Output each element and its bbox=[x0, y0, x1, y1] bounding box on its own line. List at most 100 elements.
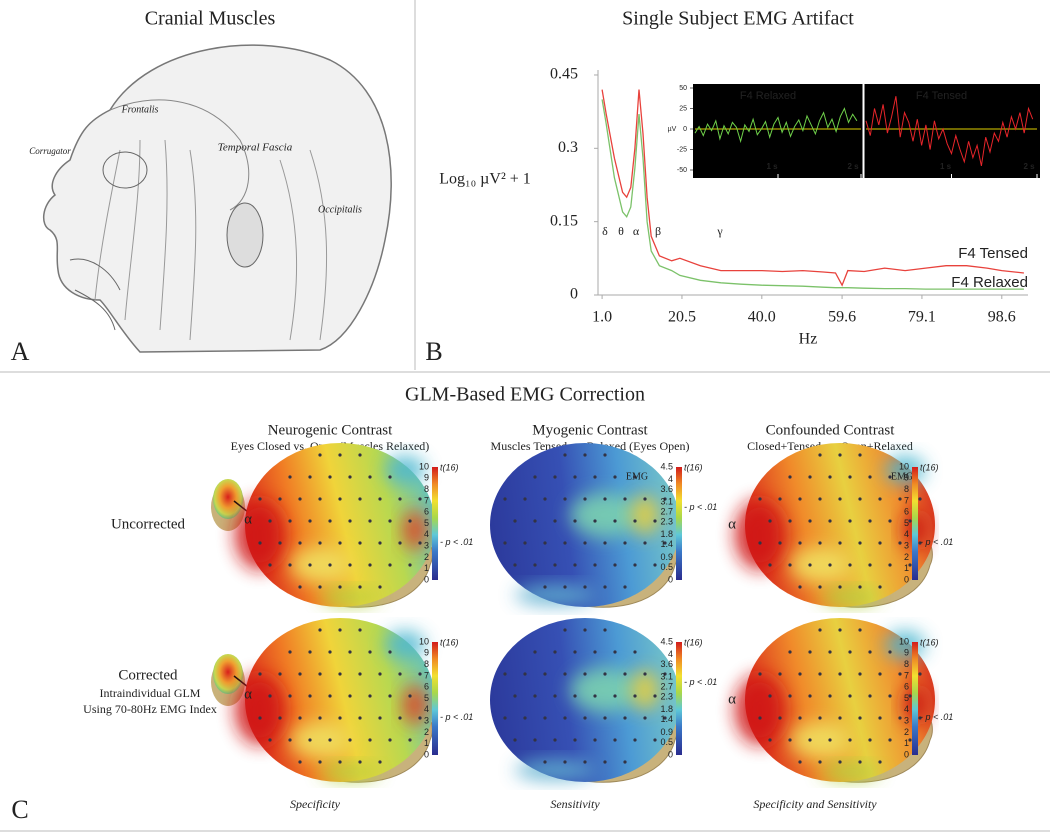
series-line bbox=[865, 96, 1034, 167]
electrode bbox=[788, 650, 792, 654]
electrode bbox=[408, 694, 412, 698]
map-blob bbox=[515, 585, 595, 605]
electrode bbox=[368, 650, 372, 654]
electrode bbox=[318, 497, 322, 501]
electrode bbox=[258, 672, 262, 676]
electrode bbox=[583, 585, 587, 589]
electrode bbox=[523, 672, 527, 676]
alpha-label: α bbox=[728, 516, 736, 532]
x-tick-label: 40.0 bbox=[748, 309, 776, 326]
electrode bbox=[318, 541, 322, 545]
electrode bbox=[848, 475, 852, 479]
electrode bbox=[553, 563, 557, 567]
electrode bbox=[513, 738, 517, 742]
electrode bbox=[848, 650, 852, 654]
colorbar-tick-label: 9 bbox=[904, 648, 909, 658]
electrode bbox=[818, 672, 822, 676]
electrode bbox=[888, 738, 892, 742]
colorbar-tick-label: 2.7 bbox=[660, 682, 673, 692]
electrode bbox=[523, 716, 527, 720]
colorbar-tick-label: 7 bbox=[904, 670, 909, 680]
electrode bbox=[663, 672, 667, 676]
electrode bbox=[328, 650, 332, 654]
electrode bbox=[788, 475, 792, 479]
electrode bbox=[583, 497, 587, 501]
electrode bbox=[563, 585, 567, 589]
electrode bbox=[798, 672, 802, 676]
colorbar-tick-label: 10 bbox=[899, 461, 909, 471]
electrode bbox=[563, 672, 567, 676]
muscle-label: Temporal Fascia bbox=[218, 142, 293, 154]
electrode bbox=[768, 519, 772, 523]
electrode bbox=[563, 716, 567, 720]
electrode bbox=[533, 475, 537, 479]
electrode bbox=[858, 497, 862, 501]
electrode bbox=[543, 760, 547, 764]
column-footer: Sensitivity bbox=[550, 797, 600, 811]
electrode bbox=[788, 738, 792, 742]
electrode bbox=[378, 716, 382, 720]
electrode bbox=[868, 519, 872, 523]
electrode bbox=[613, 563, 617, 567]
y-tick-label: 25 bbox=[679, 105, 687, 112]
electrode bbox=[348, 519, 352, 523]
column-footer: Specificity and Sensitivity bbox=[753, 797, 877, 811]
electrode bbox=[613, 738, 617, 742]
colorbar-label: t(16) bbox=[684, 462, 703, 472]
electrode bbox=[378, 672, 382, 676]
y-tick-label: 0 bbox=[683, 126, 687, 133]
colorbar-tick-label: 8 bbox=[424, 659, 429, 669]
electrode bbox=[543, 672, 547, 676]
electrode bbox=[613, 650, 617, 654]
electrode bbox=[868, 563, 872, 567]
threshold-label: - p < .01 bbox=[920, 537, 953, 547]
map-blob bbox=[385, 456, 425, 484]
electrode bbox=[818, 497, 822, 501]
band-label: γ bbox=[716, 224, 723, 238]
electrode bbox=[288, 519, 292, 523]
colorbar-tick-label: 0.9 bbox=[660, 727, 673, 737]
x-tick-label: 1 s bbox=[940, 162, 952, 171]
map-blob bbox=[790, 547, 850, 583]
electrode bbox=[563, 628, 567, 632]
electrode bbox=[278, 672, 282, 676]
electrode bbox=[633, 650, 637, 654]
panel-title: GLM-Based EMG Correction bbox=[405, 384, 645, 406]
electrode bbox=[778, 716, 782, 720]
panel-letter: B bbox=[425, 337, 442, 366]
electrode bbox=[633, 563, 637, 567]
electrode bbox=[918, 541, 922, 545]
electrode bbox=[643, 497, 647, 501]
muscle-label: Corrugator bbox=[29, 146, 71, 156]
legend-label: F4 Relaxed bbox=[951, 274, 1028, 291]
electrode bbox=[348, 738, 352, 742]
electrode bbox=[388, 475, 392, 479]
column-title: Myogenic Contrast bbox=[532, 422, 648, 438]
electrode bbox=[603, 497, 607, 501]
electrode bbox=[258, 497, 262, 501]
electrode bbox=[818, 453, 822, 457]
electrode bbox=[623, 760, 627, 764]
colorbar-tick-label: 3 bbox=[904, 715, 909, 725]
electrode bbox=[808, 650, 812, 654]
electrode bbox=[298, 672, 302, 676]
colorbar bbox=[432, 467, 438, 580]
electrode bbox=[848, 563, 852, 567]
electrode bbox=[418, 541, 422, 545]
electrode bbox=[798, 585, 802, 589]
electrode bbox=[298, 585, 302, 589]
electrode bbox=[583, 760, 587, 764]
electrode bbox=[878, 716, 882, 720]
electrode bbox=[623, 672, 627, 676]
colorbar-tick-label: 6 bbox=[424, 507, 429, 517]
electrode bbox=[583, 453, 587, 457]
electrode bbox=[543, 585, 547, 589]
colorbar-tick-label: 3.6 bbox=[660, 659, 673, 669]
electrode bbox=[338, 760, 342, 764]
electrode bbox=[308, 519, 312, 523]
colorbar-tick-label: 9 bbox=[424, 648, 429, 658]
colorbar-tick-label: 3.6 bbox=[660, 484, 673, 494]
electrode bbox=[358, 497, 362, 501]
electrode bbox=[388, 563, 392, 567]
colorbar-tick-label: 1 bbox=[904, 563, 909, 573]
